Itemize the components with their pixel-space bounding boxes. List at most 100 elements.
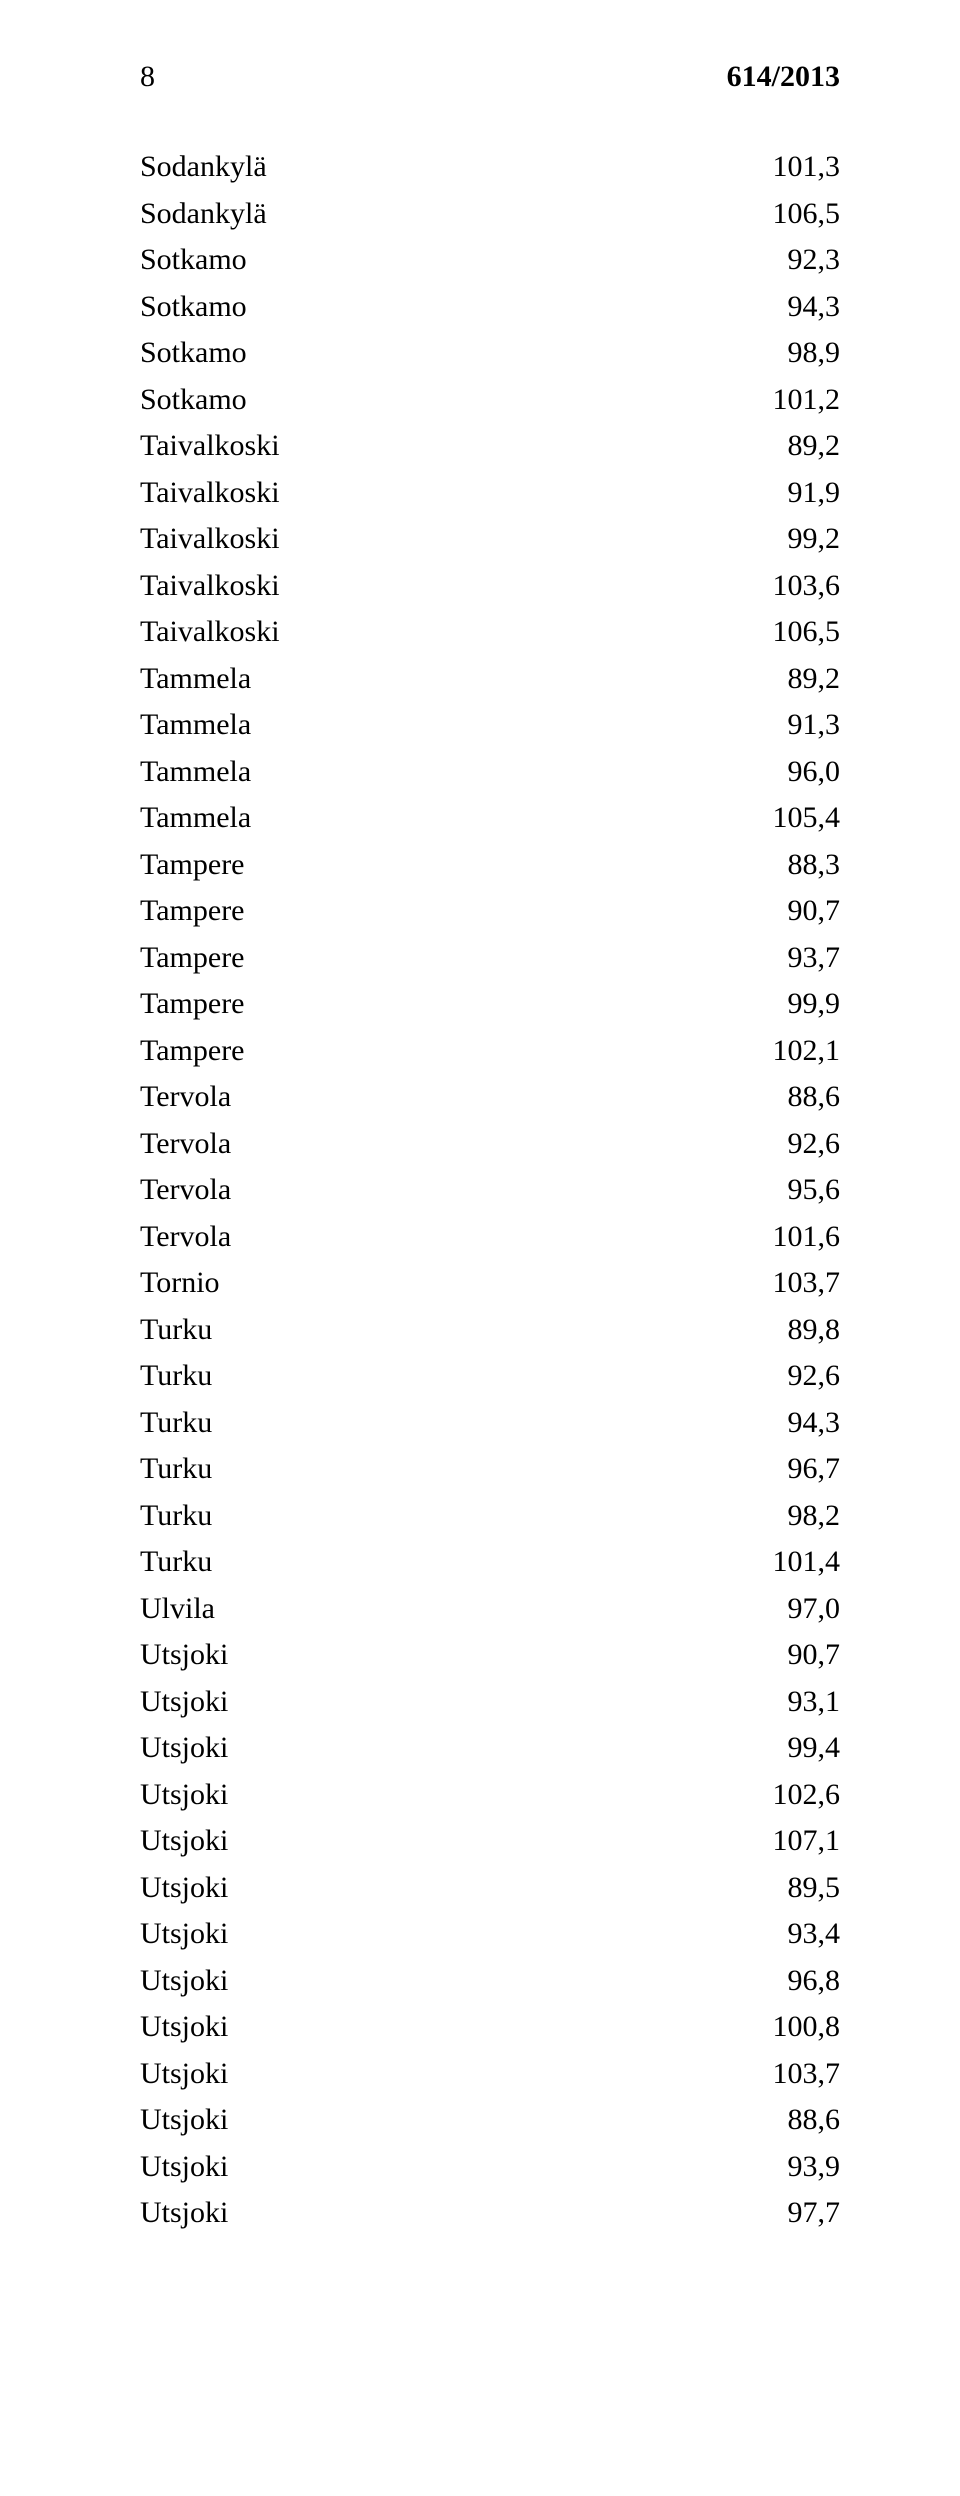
row-value: 96,0 [720, 749, 840, 796]
row-name: Tammela [140, 702, 720, 749]
row-name: Sotkamo [140, 284, 720, 331]
row-value: 99,9 [720, 981, 840, 1028]
row-value: 97,0 [720, 1586, 840, 1633]
row-name: Utsjoki [140, 1911, 720, 1958]
table-row: Utsjoki100,8 [140, 2004, 840, 2051]
table-row: Taivalkoski89,2 [140, 423, 840, 470]
row-value: 103,6 [720, 563, 840, 610]
table-row: Tervola95,6 [140, 1167, 840, 1214]
table-row: Turku101,4 [140, 1539, 840, 1586]
row-name: Taivalkoski [140, 470, 720, 517]
row-value: 106,5 [720, 191, 840, 238]
row-value: 102,1 [720, 1028, 840, 1075]
table-row: Taivalkoski91,9 [140, 470, 840, 517]
table-row: Tammela91,3 [140, 702, 840, 749]
row-name: Tervola [140, 1214, 720, 1261]
table-row: Tammela89,2 [140, 656, 840, 703]
row-name: Utsjoki [140, 1818, 720, 1865]
row-name: Tammela [140, 795, 720, 842]
row-value: 105,4 [720, 795, 840, 842]
row-value: 97,7 [720, 2190, 840, 2237]
row-value: 94,3 [720, 284, 840, 331]
table-row: Sotkamo92,3 [140, 237, 840, 284]
table-row: Utsjoki93,1 [140, 1679, 840, 1726]
row-name: Taivalkoski [140, 423, 720, 470]
row-value: 106,5 [720, 609, 840, 656]
row-name: Utsjoki [140, 2097, 720, 2144]
table-row: Turku98,2 [140, 1493, 840, 1540]
row-name: Utsjoki [140, 1679, 720, 1726]
table-row: Turku92,6 [140, 1353, 840, 1400]
table-row: Tammela105,4 [140, 795, 840, 842]
row-value: 102,6 [720, 1772, 840, 1819]
table-row: Turku94,3 [140, 1400, 840, 1447]
row-name: Tornio [140, 1260, 720, 1307]
table-row: Utsjoki99,4 [140, 1725, 840, 1772]
row-value: 93,7 [720, 935, 840, 982]
row-value: 88,6 [720, 1074, 840, 1121]
row-name: Tampere [140, 981, 720, 1028]
row-value: 92,6 [720, 1121, 840, 1168]
table-row: Utsjoki88,6 [140, 2097, 840, 2144]
row-value: 103,7 [720, 1260, 840, 1307]
table-row: Utsjoki93,4 [140, 1911, 840, 1958]
row-name: Taivalkoski [140, 609, 720, 656]
row-name: Tampere [140, 842, 720, 889]
row-name: Ulvila [140, 1586, 720, 1633]
row-value: 91,3 [720, 702, 840, 749]
row-name: Sodankylä [140, 144, 720, 191]
table-row: Sotkamo101,2 [140, 377, 840, 424]
row-value: 96,8 [720, 1958, 840, 2005]
row-value: 99,4 [720, 1725, 840, 1772]
row-value: 93,4 [720, 1911, 840, 1958]
row-value: 98,9 [720, 330, 840, 377]
row-name: Tampere [140, 1028, 720, 1075]
document-page: 8 614/2013 Sodankylä101,3Sodankylä106,5S… [0, 0, 960, 2496]
table-row: Utsjoki107,1 [140, 1818, 840, 1865]
table-row: Taivalkoski103,6 [140, 563, 840, 610]
table-row: Taivalkoski99,2 [140, 516, 840, 563]
row-name: Turku [140, 1493, 720, 1540]
table-row: Sodankylä101,3 [140, 144, 840, 191]
table-row: Turku89,8 [140, 1307, 840, 1354]
row-value: 93,1 [720, 1679, 840, 1726]
row-name: Turku [140, 1353, 720, 1400]
row-name: Tampere [140, 935, 720, 982]
row-value: 101,6 [720, 1214, 840, 1261]
row-value: 89,2 [720, 423, 840, 470]
row-name: Utsjoki [140, 2190, 720, 2237]
table-row: Utsjoki89,5 [140, 1865, 840, 1912]
row-value: 89,2 [720, 656, 840, 703]
row-name: Taivalkoski [140, 563, 720, 610]
row-name: Sotkamo [140, 330, 720, 377]
row-value: 88,6 [720, 2097, 840, 2144]
row-value: 89,8 [720, 1307, 840, 1354]
row-name: Tervola [140, 1121, 720, 1168]
row-value: 88,3 [720, 842, 840, 889]
data-table: Sodankylä101,3Sodankylä106,5Sotkamo92,3S… [140, 144, 840, 2237]
row-name: Tampere [140, 888, 720, 935]
row-name: Tammela [140, 749, 720, 796]
table-row: Sotkamo98,9 [140, 330, 840, 377]
row-value: 101,3 [720, 144, 840, 191]
row-value: 90,7 [720, 1632, 840, 1679]
table-row: Tampere93,7 [140, 935, 840, 982]
row-name: Utsjoki [140, 1958, 720, 2005]
row-name: Utsjoki [140, 2004, 720, 2051]
row-value: 100,8 [720, 2004, 840, 2051]
table-row: Tampere88,3 [140, 842, 840, 889]
table-row: Tornio103,7 [140, 1260, 840, 1307]
row-name: Tervola [140, 1167, 720, 1214]
row-name: Utsjoki [140, 2144, 720, 2191]
row-value: 101,2 [720, 377, 840, 424]
table-row: Tampere99,9 [140, 981, 840, 1028]
row-name: Taivalkoski [140, 516, 720, 563]
page-number: 8 [140, 60, 155, 94]
row-name: Utsjoki [140, 1725, 720, 1772]
table-row: Utsjoki103,7 [140, 2051, 840, 2098]
table-row: Tervola88,6 [140, 1074, 840, 1121]
row-name: Turku [140, 1307, 720, 1354]
row-name: Tervola [140, 1074, 720, 1121]
table-row: Sodankylä106,5 [140, 191, 840, 238]
table-row: Tampere102,1 [140, 1028, 840, 1075]
